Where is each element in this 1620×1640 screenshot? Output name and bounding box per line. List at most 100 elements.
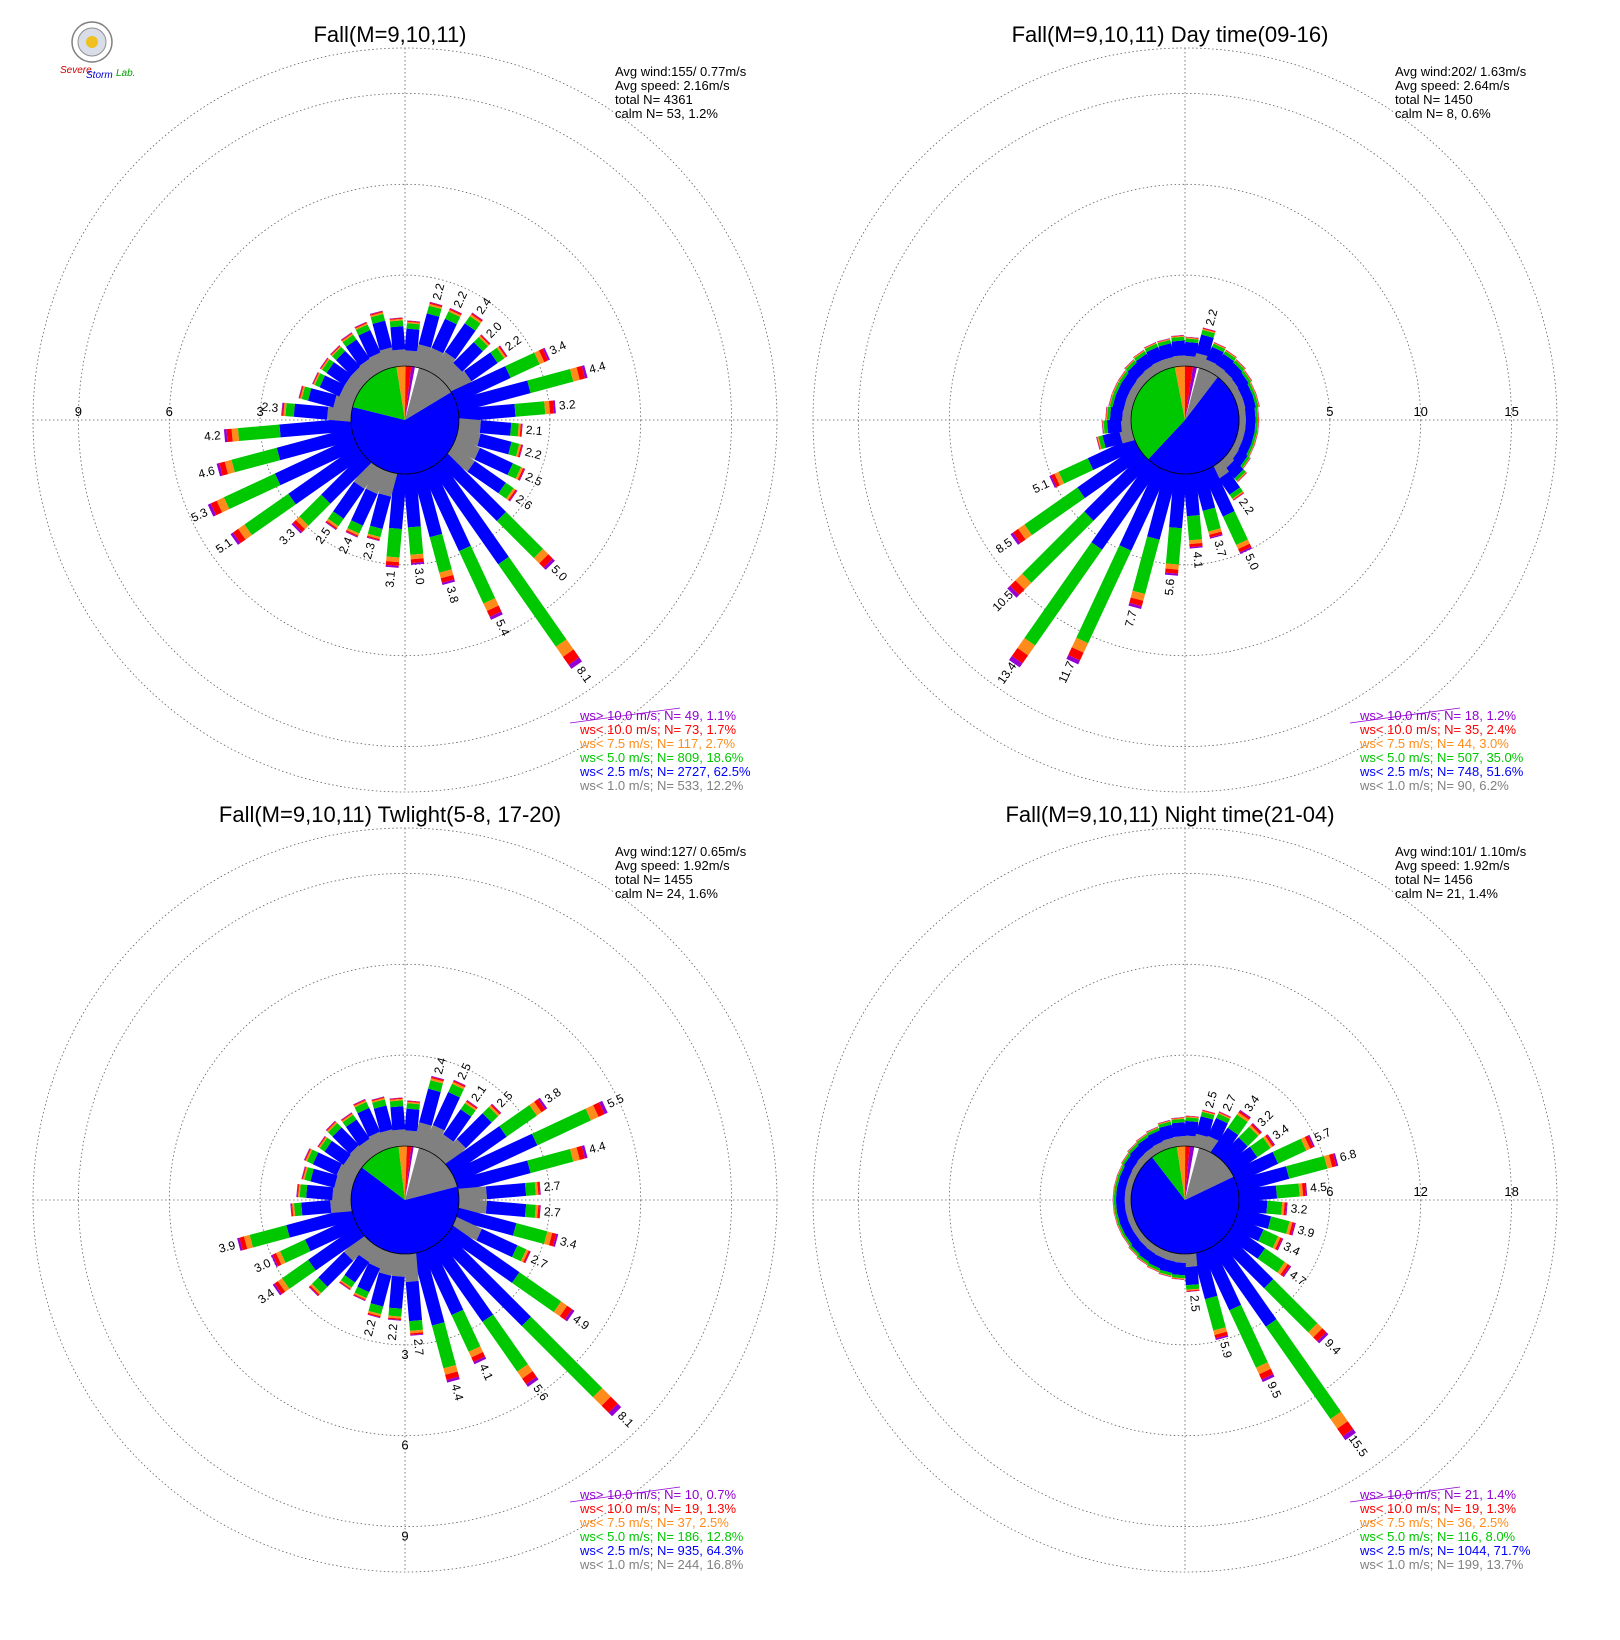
legend-entry-ws-lt5: ws< 5.0 m/s; N= 507, 35.0% xyxy=(1359,750,1524,765)
bar-segment-ws-gt10 xyxy=(353,1295,366,1302)
bar-segment-ws-lt7_5 xyxy=(534,350,545,365)
bar-segment-ws-lt2_5 xyxy=(345,339,370,366)
bar-segment-ws-gt10 xyxy=(345,531,358,538)
bar-segment-ws-lt5 xyxy=(1024,542,1103,646)
avg-speed-text: Avg speed: 2.64m/s xyxy=(1395,78,1510,93)
ring-label: 6 xyxy=(401,1438,408,1453)
bar-segment-ws-gt10 xyxy=(407,320,421,322)
bar-segment-ws-lt10 xyxy=(1189,543,1203,548)
direction-bar xyxy=(1171,334,1187,367)
bar-segment-ws-lt10 xyxy=(1250,382,1257,395)
bar-segment-ws-lt1 xyxy=(438,362,463,387)
bar-segment-ws-lt10 xyxy=(320,357,329,370)
bar-segment-ws-lt10 xyxy=(523,1250,531,1263)
ring-label: 15 xyxy=(1504,404,1518,419)
bar-segment-ws-lt5 xyxy=(1252,394,1259,408)
bar-segment-ws-lt5 xyxy=(409,1320,423,1331)
bar-segment-ws-lt7_5 xyxy=(367,533,381,540)
bar-segment-ws-lt5 xyxy=(1202,507,1221,532)
bar-segment-ws-gt10 xyxy=(519,444,524,458)
bar-segment-ws-gt10 xyxy=(371,1096,385,1101)
bar-segment-ws-lt10 xyxy=(389,1097,403,1100)
bar-segment-ws-lt7_5 xyxy=(533,548,549,564)
bar-value-label: 2.1 xyxy=(525,423,543,438)
bar-value-label: 5.4 xyxy=(493,617,513,638)
bar-segment-ws-lt10 xyxy=(1209,531,1223,538)
calm-pie-slice-ws-lt2_5 xyxy=(1131,1157,1240,1254)
bar-segment-ws-lt7_5 xyxy=(1189,539,1203,545)
bar-segment-ws-lt7_5 xyxy=(368,1311,382,1317)
direction-bar xyxy=(458,1181,541,1202)
bar-segment-ws-lt1 xyxy=(359,358,380,380)
legend-entry-ws-lt5: ws< 5.0 m/s; N= 116, 8.0% xyxy=(1359,1529,1516,1544)
bar-segment-ws-lt5 xyxy=(1136,1134,1149,1145)
bar-segment-ws-lt5 xyxy=(490,347,505,363)
bar-segment-ws-lt2_5 xyxy=(1116,1175,1129,1191)
direction-bar xyxy=(1183,336,1199,367)
bar-value-label: 4.1 xyxy=(476,1362,496,1383)
bar-segment-ws-gt10 xyxy=(1266,1134,1276,1146)
bar-segment-ws-lt7_5 xyxy=(1249,1125,1260,1136)
direction-bar xyxy=(1128,470,1178,609)
bar-segment-ws-lt7_5 xyxy=(1118,370,1127,382)
bar-segment-ws-lt5 xyxy=(370,313,386,324)
bar-segment-ws-lt1 xyxy=(451,1216,482,1241)
bar-segment-ws-lt1 xyxy=(1173,1135,1187,1147)
bar-segment-ws-lt10 xyxy=(538,348,549,363)
direction-bar xyxy=(319,357,365,395)
bar-segment-ws-lt7_5 xyxy=(439,569,454,579)
bar-segment-ws-lt7_5 xyxy=(1286,1221,1293,1235)
bar-segment-ws-lt2_5 xyxy=(1238,1185,1278,1202)
bar-value-label: 2.2 xyxy=(430,282,448,302)
bar-segment-ws-lt2_5 xyxy=(274,436,359,486)
bar-segment-ws-lt2_5 xyxy=(1245,418,1256,433)
bar-segment-ws-lt7_5 xyxy=(1249,382,1256,395)
avg-wind-text: Avg wind:202/ 1.63m/s xyxy=(1395,64,1527,79)
direction-bar xyxy=(223,418,352,443)
legend-strike xyxy=(1349,707,1461,724)
calm-n-text: calm N= 21, 1.4% xyxy=(1395,886,1498,901)
avg-wind-text: Avg wind:101/ 1.10m/s xyxy=(1395,844,1527,859)
bar-segment-ws-lt2_5 xyxy=(419,1088,441,1126)
bar-segment-ws-lt2_5 xyxy=(1237,383,1253,400)
bar-segment-ws-lt10 xyxy=(1283,1202,1287,1216)
bar-segment-ws-gt10 xyxy=(308,1286,319,1297)
direction-bar xyxy=(1225,1225,1292,1278)
bar-value-label: 2.0 xyxy=(483,319,505,341)
calm-pie-slice-ws-lt10 xyxy=(405,366,412,420)
bar-segment-ws-lt2_5 xyxy=(1106,419,1122,434)
bar-segment-ws-lt7_5 xyxy=(353,1100,367,1108)
bar-segment-ws-gt10 xyxy=(1185,336,1199,339)
bar-value-label: 3.2 xyxy=(1290,1201,1308,1216)
bar-segment-ws-lt10 xyxy=(407,320,421,323)
direction-bar xyxy=(308,1233,372,1297)
bar-segment-ws-lt7_5 xyxy=(1109,393,1114,407)
bar-segment-ws-lt1 xyxy=(403,1253,419,1283)
bar-segment-ws-lt5 xyxy=(1171,1118,1185,1124)
bar-value-label: 2.4 xyxy=(431,1056,449,1076)
legend-strike xyxy=(569,707,681,724)
bar-segment-ws-lt2_5 xyxy=(1210,1127,1239,1160)
direction-bar xyxy=(1192,327,1216,370)
calm-pie-slice-ws-lt1 xyxy=(1185,1147,1234,1200)
bar-segment-ws-lt7_5 xyxy=(1018,524,1032,540)
bar-segment-ws-gt10 xyxy=(449,307,462,314)
bar-segment-ws-lt5 xyxy=(514,401,546,417)
bar-segment-ws-lt2_5 xyxy=(370,493,392,529)
bar-segment-ws-lt10 xyxy=(299,385,304,399)
bar-segment-ws-lt10 xyxy=(366,535,380,541)
bar-segment-ws-lt2_5 xyxy=(1245,407,1256,422)
bar-segment-ws-lt5 xyxy=(328,1123,342,1137)
bar-segment-ws-gt10 xyxy=(1096,437,1100,450)
bar-value-label: 2.5 xyxy=(523,469,544,489)
bar-segment-ws-lt5 xyxy=(342,334,357,347)
direction-bar xyxy=(1235,1153,1339,1193)
bar-segment-ws-lt7_5 xyxy=(544,1231,553,1246)
bar-segment-ws-gt10 xyxy=(1120,1152,1129,1164)
bar-segment-ws-lt2_5 xyxy=(308,1225,365,1271)
bar-value-label: 8.1 xyxy=(615,1409,637,1431)
direction-bar xyxy=(389,317,407,367)
bar-segment-ws-lt1 xyxy=(344,1233,372,1261)
direction-bar xyxy=(281,402,352,422)
bar-value-label: 3.0 xyxy=(412,567,427,585)
